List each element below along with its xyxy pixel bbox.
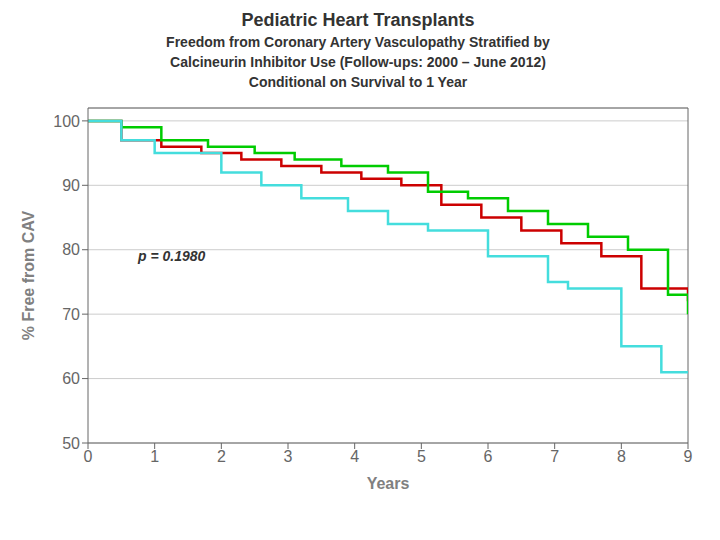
svg-text:6: 6 [484, 448, 493, 465]
html-text:Pediatric Heart Transplants: Pediatric Heart Transplants [241, 10, 475, 30]
svg-text:7: 7 [550, 448, 559, 465]
html-text:Calcineurin Inhibitor Use (Fol: Calcineurin Inhibitor Use (Follow-ups: 2… [170, 54, 546, 70]
svg-text:4: 4 [350, 448, 359, 465]
svg-text:90: 90 [62, 177, 80, 194]
svg-text:2: 2 [217, 448, 226, 465]
svg-text:60: 60 [62, 370, 80, 387]
svg-text:50: 50 [62, 435, 80, 452]
svg-text:9: 9 [684, 448, 693, 465]
svg-text:5: 5 [417, 448, 426, 465]
html-text:Conditional on Survival to 1 Y: Conditional on Survival to 1 Year [248, 74, 468, 90]
html-text:Freedom from Coronary Artery V: Freedom from Coronary Artery Vasculopath… [166, 34, 550, 50]
html-text:p = 0.1980: p = 0.1980 [138, 248, 206, 264]
svg-text:1: 1 [150, 448, 159, 465]
svg-text:Years: Years [367, 475, 410, 492]
svg-text:8: 8 [617, 448, 626, 465]
svg-text:% Free from CAV: % Free from CAV [20, 210, 37, 340]
svg-text:100: 100 [53, 113, 80, 130]
svg-text:80: 80 [62, 241, 80, 258]
svg-text:70: 70 [62, 306, 80, 323]
svg-text:3: 3 [284, 448, 293, 465]
svg-text:0: 0 [84, 448, 93, 465]
